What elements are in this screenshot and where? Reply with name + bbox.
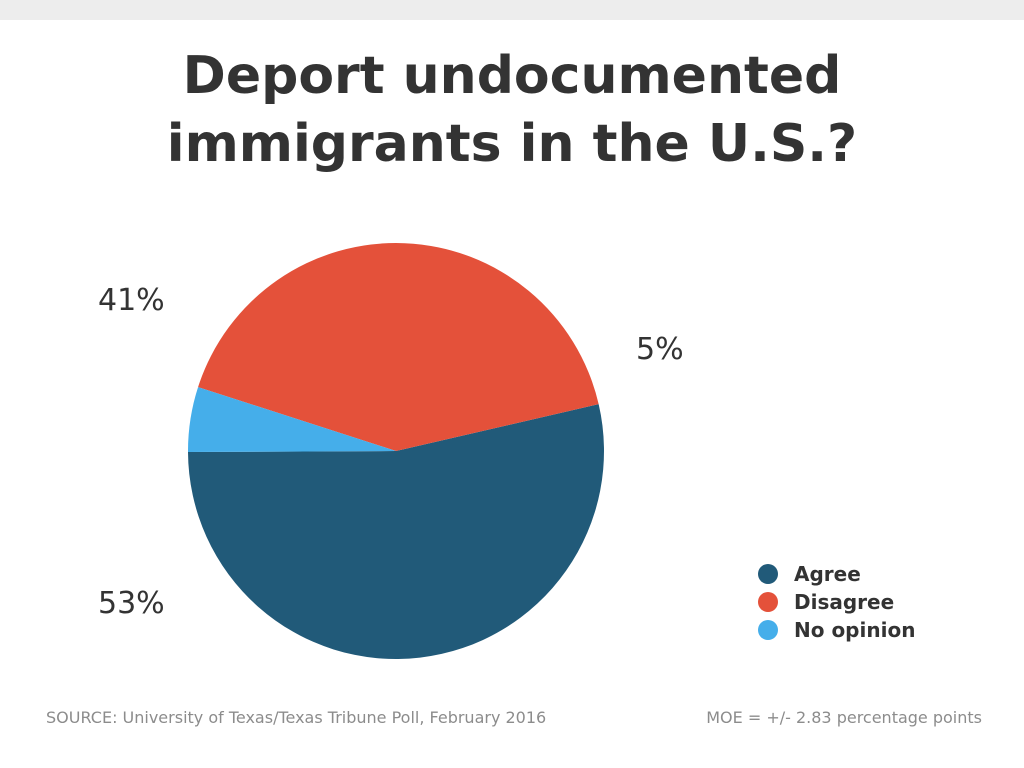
- pie-slice-disagree: [198, 243, 599, 451]
- legend-swatch-agree: [758, 564, 778, 584]
- legend-label-disagree: Disagree: [794, 590, 895, 614]
- legend-item-disagree: Disagree: [758, 588, 915, 616]
- source-note: SOURCE: University of Texas/Texas Tribun…: [46, 708, 547, 727]
- slice-label-disagree: 41%: [98, 283, 165, 318]
- chart-title-line-2: immigrants in the U.S.?: [166, 114, 858, 174]
- chart-title: Deport undocumented immigrants in the U.…: [0, 42, 1024, 178]
- legend-item-no-opinion: No opinion: [758, 616, 915, 644]
- top-strip: [0, 0, 1024, 20]
- legend-swatch-disagree: [758, 592, 778, 612]
- moe-note: MOE = +/- 2.83 percentage points: [706, 708, 982, 727]
- pie-slice-agree: [188, 404, 604, 659]
- legend: Agree Disagree No opinion: [758, 560, 915, 644]
- legend-label-agree: Agree: [794, 562, 861, 586]
- legend-swatch-no-opinion: [758, 620, 778, 640]
- legend-label-no-opinion: No opinion: [794, 618, 916, 642]
- slice-label-agree: 53%: [98, 586, 165, 621]
- pie-slice-no-opinion: [187, 387, 396, 453]
- legend-item-agree: Agree: [758, 560, 915, 588]
- slice-label-no-opinion: 5%: [636, 332, 684, 367]
- chart-title-line-1: Deport undocumented: [182, 46, 842, 106]
